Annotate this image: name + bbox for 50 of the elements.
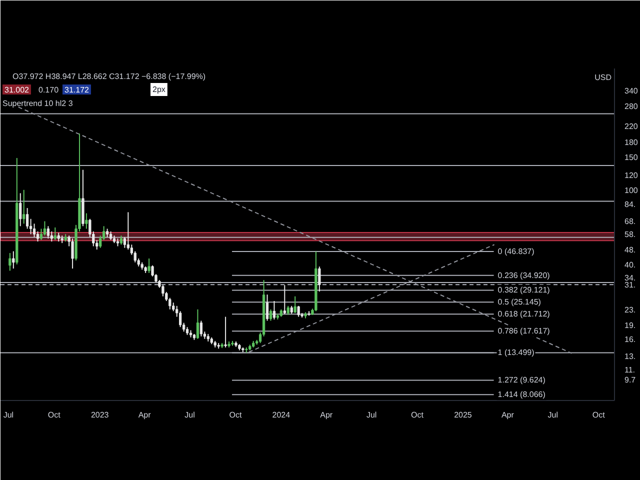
x-tick-label: Oct: [48, 410, 62, 420]
annotation: 2px: [152, 85, 166, 94]
y-tick-label: 84.: [624, 200, 636, 210]
series-label: 0.5 (25.145): [498, 298, 542, 307]
y-tick-label: 68.: [624, 217, 636, 226]
y-tick-label: 23.: [624, 305, 636, 314]
y-tick-label: 40.: [624, 260, 636, 270]
y-tick-label: 220: [624, 122, 638, 131]
x-tick-label: 2025: [454, 410, 472, 420]
y-tick-label: 340: [624, 86, 638, 96]
y-tick-label: 31.: [624, 280, 636, 290]
y-tick-label: 48.: [624, 246, 636, 255]
x-tick-label: Apr: [138, 410, 152, 420]
y-tick-label: 34.: [624, 274, 636, 283]
x-tick-label: Apr: [501, 410, 514, 420]
annotation: 31.002: [4, 86, 30, 94]
series-label: 0.236 (34.920): [498, 270, 550, 280]
x-tick-label: Oct: [229, 410, 242, 420]
series-label: 0.786 (17.617): [498, 326, 550, 336]
x-tick-label: Jul: [184, 410, 196, 420]
x-tick-label: Jul: [366, 410, 377, 420]
y-tick-label: 16.: [624, 334, 636, 344]
y-tick-label: 9.7: [624, 376, 636, 385]
y-tick-label: 180: [624, 138, 638, 148]
x-tick-label: Oct: [592, 410, 606, 420]
x-tick-label: 2023: [90, 410, 110, 420]
annotation: O37.972 H38.947 L28.662 C31.172 −6.838 (−17.99%): [12, 72, 206, 81]
x-tick-label: 2024: [272, 410, 291, 420]
series-label: 1.272 (9.624): [498, 376, 546, 385]
y-tick-label: 280: [624, 102, 638, 112]
y-tick-label: 58.: [624, 230, 636, 240]
y-tick-label: 100: [624, 186, 638, 195]
y-tick-label: 13.: [624, 352, 636, 361]
series-label: 1.414 (8.066): [498, 390, 546, 400]
x-tick-label: Jul: [3, 410, 14, 420]
x-tick-label: Jul: [548, 410, 558, 420]
y-tick-label: 19.: [624, 320, 636, 330]
y-tick-label: 150: [624, 152, 638, 162]
series-label: 0.382 (29.121): [498, 286, 550, 295]
x-tick-label: Apr: [320, 410, 333, 420]
annotation: Supertrend 10 hl2 3: [2, 99, 74, 108]
annotation: 31.172: [64, 86, 90, 94]
series-label: 1 (13.499): [498, 348, 535, 358]
series-label: 0 (46.837): [498, 247, 535, 256]
annotation: 0.170: [38, 86, 60, 94]
y-tick-label: 120: [624, 171, 638, 180]
y-tick-label: 11.: [624, 365, 636, 374]
series-label: 0.618 (21.712): [498, 310, 550, 319]
y-axis-title: USD: [594, 73, 612, 82]
x-tick-label: Oct: [411, 410, 424, 420]
